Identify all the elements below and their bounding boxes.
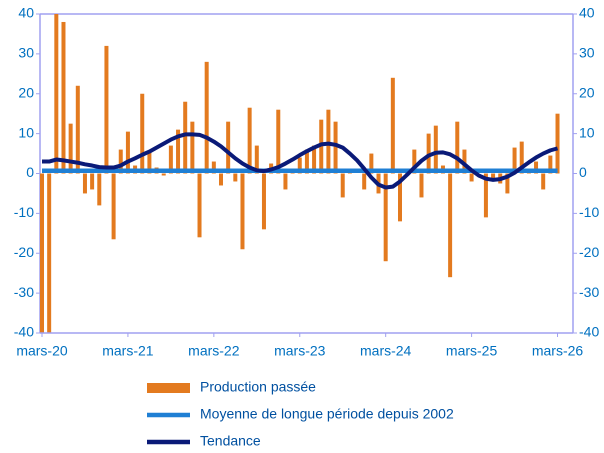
bar — [383, 173, 388, 262]
bar — [512, 147, 517, 174]
bar — [125, 131, 130, 174]
bar — [219, 173, 223, 186]
bar — [118, 149, 123, 174]
bar — [433, 125, 438, 174]
x-tick-label: mars-23 — [274, 343, 326, 359]
bar — [176, 129, 181, 174]
bar — [483, 173, 488, 218]
x-tick-label: mars-20 — [16, 343, 68, 359]
bar — [61, 21, 66, 174]
bar — [75, 85, 80, 174]
bar — [541, 173, 546, 190]
bar — [312, 145, 317, 174]
bar — [68, 123, 73, 174]
y-tick-label: -30 — [14, 284, 34, 300]
bar — [211, 161, 216, 174]
bar — [97, 173, 102, 206]
bar — [455, 121, 460, 174]
bar — [47, 173, 52, 333]
bar — [519, 141, 524, 174]
y2-tick-label: -20 — [579, 244, 599, 260]
bar — [448, 173, 453, 278]
bar — [369, 153, 374, 174]
bar — [111, 173, 116, 240]
line — [42, 132, 559, 190]
bar — [90, 173, 95, 190]
bar — [190, 121, 195, 174]
bar — [147, 151, 152, 174]
bar — [491, 173, 496, 182]
bar — [276, 109, 281, 174]
bar — [197, 173, 202, 238]
bar — [40, 173, 44, 333]
bar — [261, 173, 266, 230]
y-tick-label: 30 — [18, 45, 34, 61]
bar — [283, 173, 288, 190]
y-tick-label: -40 — [14, 324, 34, 340]
bar — [54, 14, 59, 174]
y-tick-label: 10 — [18, 124, 34, 140]
y2-tick-label: 10 — [579, 124, 595, 140]
x-tick-label: mars-26 — [532, 343, 584, 359]
bar — [462, 149, 467, 174]
legend-swatch — [147, 383, 190, 393]
x-tick-label: mars-21 — [102, 343, 154, 359]
y2-tick-label: 20 — [579, 84, 595, 100]
x-tick-label: mars-25 — [446, 343, 498, 359]
bar — [82, 173, 87, 194]
y-tick-label: -20 — [14, 244, 34, 260]
bar — [390, 77, 395, 174]
legend-label: Moyenne de longue période depuis 2002 — [200, 406, 454, 422]
bar — [161, 173, 166, 176]
y-tick-label: 20 — [18, 84, 34, 100]
bar — [555, 113, 560, 174]
x-tick-label: mars-24 — [360, 343, 412, 359]
legend-label: Tendance — [200, 433, 261, 449]
y2-tick-label: 40 — [579, 5, 595, 21]
y2-tick-label: 0 — [579, 164, 587, 180]
bar — [319, 119, 324, 174]
bar — [362, 173, 367, 190]
bar — [140, 93, 145, 174]
bar — [297, 157, 302, 174]
y-tick-label: 0 — [26, 164, 34, 180]
y2-tick-label: -10 — [579, 204, 599, 220]
bar — [254, 145, 259, 174]
bar — [505, 173, 510, 194]
bar — [340, 173, 345, 198]
bar — [183, 101, 188, 174]
y2-tick-label: 30 — [579, 45, 595, 61]
bar — [469, 173, 474, 182]
bar — [548, 155, 553, 174]
y2-tick-label: -40 — [579, 324, 599, 340]
bar — [333, 121, 338, 174]
y2-tick-label: -30 — [579, 284, 599, 300]
bar — [240, 173, 245, 250]
bar — [168, 145, 173, 174]
bar — [104, 45, 109, 174]
x-tick-label: mars-22 — [188, 343, 240, 359]
bar — [247, 107, 252, 174]
legend-label: Production passée — [200, 379, 316, 395]
bar — [226, 121, 231, 174]
bar — [419, 173, 424, 198]
bar — [398, 173, 402, 222]
bar — [304, 149, 309, 174]
y-tick-label: 40 — [18, 5, 34, 21]
bar — [534, 161, 539, 174]
bar — [233, 173, 238, 182]
bar — [204, 61, 209, 174]
bar — [412, 149, 417, 174]
y-tick-label: -10 — [14, 204, 34, 220]
